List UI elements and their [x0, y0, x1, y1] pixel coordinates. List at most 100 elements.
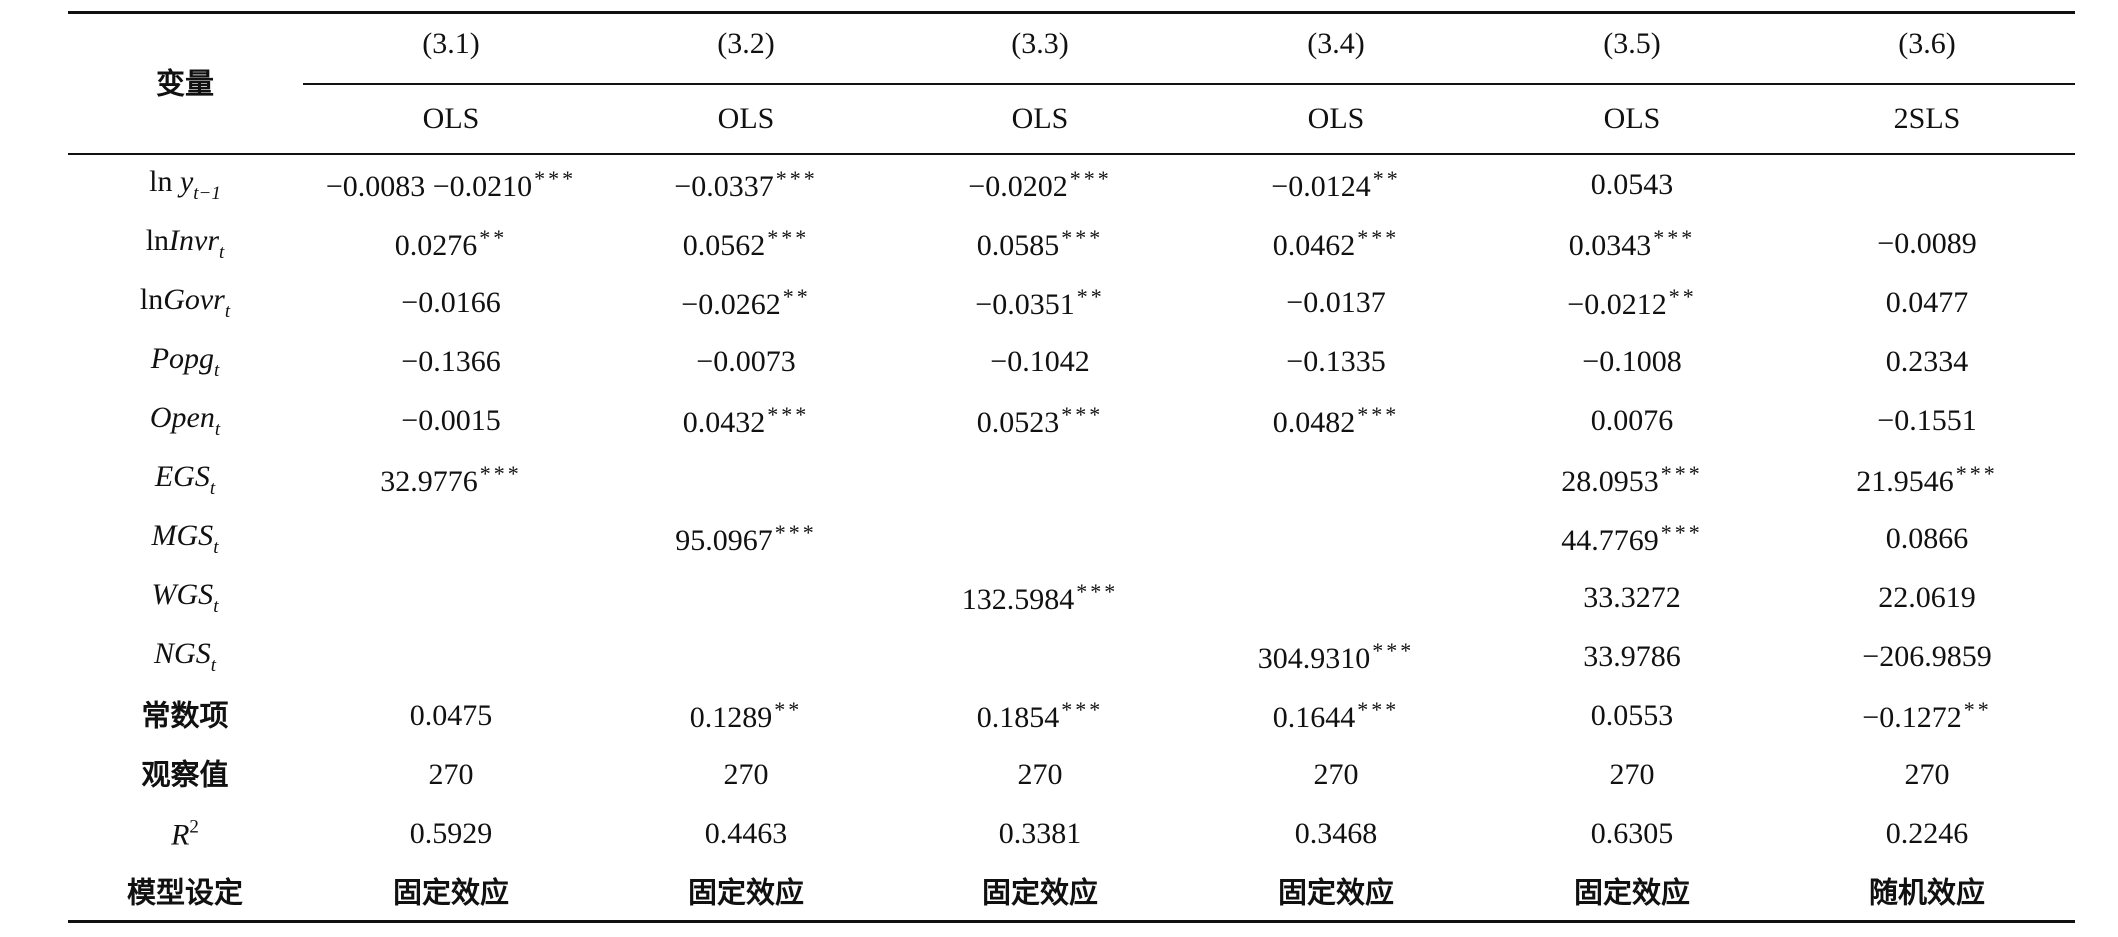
cell-value: 270 — [428, 758, 474, 791]
cell-value: −0.1366 — [401, 345, 501, 378]
significance-stars: ** — [479, 225, 508, 250]
significance-stars: *** — [1357, 225, 1400, 250]
cell: 0.0553 — [1591, 701, 1674, 731]
significance-stars: *** — [1653, 225, 1696, 250]
cell-value: 270 — [723, 758, 769, 791]
cell: −0.1008 — [1582, 347, 1681, 377]
cell: 21.9546*** — [1856, 463, 1998, 497]
cell: 0.0543 — [1591, 170, 1674, 200]
cell-text: 固定效应 — [392, 875, 510, 910]
cell-value: −0.0083 −0.0210 — [325, 170, 533, 203]
cell-value: −0.1008 — [1582, 345, 1682, 378]
cell: 0.0477 — [1886, 288, 1969, 318]
cell: 0.3381 — [999, 819, 1082, 849]
cell: 132.5984*** — [962, 581, 1119, 615]
significance-stars: *** — [1357, 402, 1400, 427]
cell: 44.7769*** — [1561, 522, 1703, 556]
label-subscript: t — [214, 360, 220, 381]
cell: 270 — [1610, 760, 1655, 790]
cell-text: 固定效应 — [1573, 875, 1691, 910]
label-variable: Invr — [169, 224, 220, 257]
header-divider — [303, 83, 2075, 85]
cell: −0.0212** — [1567, 286, 1696, 320]
corner-label: 变量 — [155, 66, 215, 101]
column-method: OLS — [1307, 102, 1365, 135]
cell-value: 270 — [1609, 758, 1655, 791]
column-method: 2SLS — [1893, 102, 1961, 135]
cell-value: 0.3381 — [998, 817, 1082, 850]
cell: 0.0585*** — [977, 227, 1104, 261]
cell: 95.0967*** — [675, 522, 817, 556]
label-text: 模型设定 — [126, 875, 244, 910]
significance-stars: *** — [767, 225, 810, 250]
cell-value: 0.0482 — [1272, 406, 1356, 439]
cell: 0.2246 — [1886, 819, 1969, 849]
cell-value: 32.9776 — [380, 465, 478, 498]
cell-value: −0.0337 — [674, 170, 774, 203]
cell-value: 0.0462 — [1272, 229, 1356, 262]
cell-value: 0.0866 — [1885, 522, 1969, 555]
column-model: (3.2) — [717, 27, 775, 60]
cell-value: 0.0543 — [1590, 168, 1674, 201]
label-subscript: t — [224, 301, 231, 322]
significance-stars: *** — [775, 166, 818, 191]
significance-stars: ** — [1668, 284, 1697, 309]
cell: −0.0337*** — [674, 168, 817, 202]
significance-stars: ** — [1372, 166, 1401, 191]
significance-stars: ** — [782, 284, 811, 309]
significance-stars: *** — [1357, 697, 1400, 722]
cell: −0.0351** — [975, 286, 1104, 320]
cell: −0.0073 — [696, 347, 795, 377]
cell: 0.4463 — [705, 819, 788, 849]
cell-text: 固定效应 — [981, 875, 1099, 910]
cell-text: 固定效应 — [1277, 875, 1395, 910]
row-label: MGSt — [152, 521, 219, 558]
cell: 0.0523*** — [977, 404, 1104, 438]
top-rule — [68, 11, 2075, 14]
significance-stars: ** — [1963, 697, 1992, 722]
cell-value: −0.0124 — [1271, 170, 1371, 203]
cell-value: 0.2334 — [1885, 345, 1969, 378]
cell-value: −0.1042 — [990, 345, 1090, 378]
cell: 270 — [1018, 760, 1063, 790]
label-variable: NGS — [154, 637, 211, 670]
significance-stars: *** — [479, 461, 522, 486]
cell-value: 0.0562 — [682, 229, 766, 262]
cell: −0.0137 — [1286, 288, 1385, 318]
cell-value: 0.0475 — [409, 699, 493, 732]
column-method: OLS — [1011, 102, 1069, 135]
row-label: R2 — [171, 818, 199, 851]
cell-value: −0.0202 — [968, 170, 1068, 203]
cell: 固定效应 — [1573, 875, 1691, 910]
column-method: OLS — [422, 102, 480, 135]
cell-value: 0.3468 — [1294, 817, 1378, 850]
cell-value: 33.3272 — [1583, 581, 1681, 614]
cell: 0.2334 — [1886, 347, 1969, 377]
cell-value: 22.0619 — [1878, 581, 1976, 614]
cell: −0.0124** — [1271, 168, 1400, 202]
cell-value: −0.0137 — [1286, 286, 1386, 319]
significance-stars: *** — [1069, 166, 1112, 191]
cell: 0.0432*** — [683, 404, 810, 438]
cell: 固定效应 — [392, 875, 510, 910]
significance-stars: *** — [1372, 638, 1415, 663]
cell: 270 — [429, 760, 474, 790]
significance-stars: *** — [1660, 520, 1703, 545]
column-model: (3.1) — [422, 27, 480, 60]
cell-value: 0.1644 — [1272, 701, 1356, 734]
cell: −0.0015 — [401, 406, 500, 436]
cell-value: 33.9786 — [1583, 640, 1681, 673]
cell: −0.0089 — [1877, 229, 1976, 259]
cell-value: 0.6305 — [1590, 817, 1674, 850]
label-text: 观察值 — [141, 757, 229, 792]
label-prefix: ln — [145, 224, 170, 257]
label-subscript: t — [214, 419, 221, 440]
cell-value: 44.7769 — [1561, 524, 1659, 557]
row-label: 模型设定 — [126, 875, 244, 910]
cell-value: 270 — [1017, 758, 1063, 791]
significance-stars: *** — [1061, 225, 1104, 250]
cell: 28.0953*** — [1561, 463, 1703, 497]
cell: −206.9859 — [1862, 642, 1991, 672]
column-method: OLS — [717, 102, 775, 135]
